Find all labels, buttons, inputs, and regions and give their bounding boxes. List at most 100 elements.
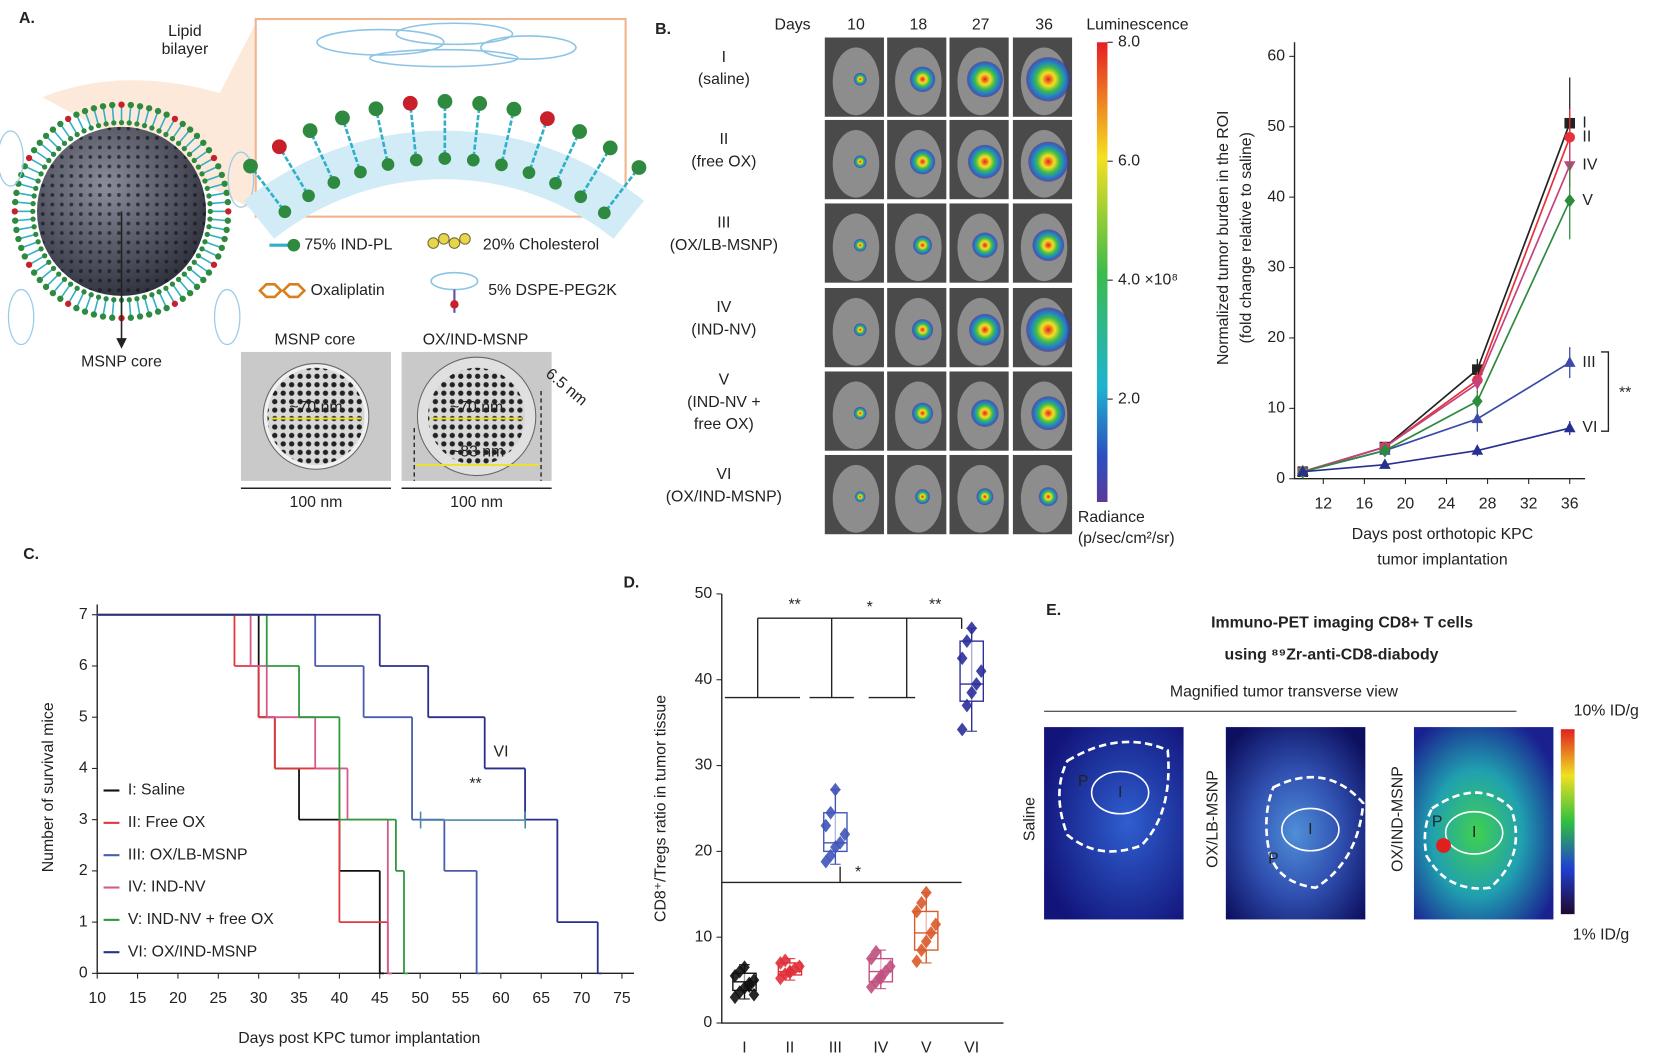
lipid-head	[81, 107, 89, 115]
lipid-head	[202, 239, 208, 245]
y-tick-label: 4	[79, 760, 88, 777]
lipid-head	[57, 120, 64, 128]
group-label: II	[719, 131, 728, 148]
marker	[911, 904, 923, 919]
lipid-head	[186, 126, 194, 133]
peg-swirl	[7, 288, 35, 346]
group-label: (saline)	[698, 71, 750, 88]
lipid-tail	[20, 183, 34, 189]
lipid-tail	[166, 289, 175, 303]
luminescence-spot	[853, 155, 867, 169]
lipid-head	[215, 253, 222, 260]
y-tick-label: 5	[79, 708, 88, 725]
series-line	[1302, 427, 1570, 473]
y-tick-label: 40	[1267, 188, 1285, 205]
lipid-head	[181, 145, 187, 152]
region-marker: P	[1268, 850, 1279, 867]
legend-text: IV: IND-NV	[128, 879, 206, 896]
lipid-head	[145, 105, 153, 112]
lipid-tail	[22, 241, 37, 248]
lipid-head	[271, 139, 287, 155]
lipid-head	[103, 296, 109, 302]
lipid-head	[163, 304, 170, 312]
peg-swirl	[480, 35, 577, 60]
lipid-head	[215, 163, 222, 170]
y-tick-label: 50	[695, 585, 713, 602]
lipid-head	[56, 145, 62, 152]
lipid-head	[30, 146, 38, 154]
lipid-tail	[556, 134, 580, 180]
lipid-tail	[179, 130, 190, 143]
lipid-tail	[93, 110, 99, 124]
y-tick-label: 1	[79, 913, 88, 930]
lipid-tail	[128, 107, 132, 121]
y-tick-label: 20	[1267, 329, 1285, 346]
colorbar	[1096, 42, 1108, 502]
lipid-head	[191, 157, 197, 164]
marker	[971, 677, 982, 691]
lipid-tail	[93, 298, 99, 313]
x-tick-label: 60	[492, 990, 510, 1007]
luminescence-spot	[1026, 307, 1071, 352]
lipid-head	[218, 171, 225, 179]
tem-core	[427, 367, 526, 466]
marker	[1379, 443, 1391, 458]
lipid-head	[118, 101, 125, 108]
lipid-head	[169, 136, 176, 142]
lipid-tail	[501, 113, 515, 161]
lipid-tail	[68, 120, 77, 134]
lipid-head	[61, 140, 68, 147]
lipid-head	[46, 259, 52, 265]
lipid-tail	[46, 275, 58, 286]
lipid-head	[15, 235, 22, 243]
lipid-head	[438, 152, 452, 165]
marker	[830, 782, 841, 797]
lipid-head	[225, 208, 232, 215]
significance-bracket	[419, 811, 527, 829]
lipid-tail	[26, 166, 40, 174]
peg-swirl	[316, 28, 445, 56]
lipid-head	[111, 297, 117, 303]
x-axis-label: Days post orthotopic KPC	[1352, 526, 1533, 543]
luminescence-spot	[911, 319, 934, 341]
lipid-head	[186, 265, 193, 272]
lipid-tail	[18, 192, 33, 197]
lipid-head	[156, 128, 162, 134]
marker	[966, 621, 977, 636]
lipid-tail	[76, 293, 84, 307]
lipid-head	[539, 111, 555, 126]
lipid-head	[327, 176, 341, 189]
marker	[916, 943, 927, 957]
x-axis-label: Days post KPC tumor implantation	[238, 1030, 480, 1047]
marker	[1471, 412, 1484, 424]
panel-label: B.	[655, 21, 671, 38]
y-tick-label: 30	[1267, 259, 1285, 276]
lipid-head	[207, 200, 213, 207]
lipid-head	[200, 139, 207, 146]
lipid-head	[90, 311, 98, 318]
lipid-head	[136, 103, 144, 110]
group-label: free OX)	[694, 416, 754, 433]
lipid-tail	[35, 150, 48, 160]
lipid-head	[193, 132, 201, 140]
luminescence-spot	[1032, 229, 1065, 262]
x-tick-label: 70	[573, 990, 591, 1007]
lipid-head	[207, 208, 213, 215]
lipid-head	[56, 271, 62, 277]
lipid-tail	[173, 285, 183, 298]
lipid-tail	[199, 158, 213, 167]
luminescence-spot	[1031, 396, 1066, 431]
lipid-head	[195, 164, 202, 170]
lipid-head	[21, 253, 28, 260]
legend-text: Oxaliplatin	[311, 282, 385, 299]
lipid-head	[193, 283, 201, 291]
lipid-head	[57, 295, 64, 302]
lipid-head	[169, 281, 176, 287]
series-label: V	[1582, 192, 1593, 209]
lipid-tail	[26, 249, 40, 257]
lipid-head	[175, 276, 182, 283]
lipid-tail	[159, 293, 167, 307]
lipid-tail	[203, 166, 217, 174]
marker	[916, 896, 927, 910]
